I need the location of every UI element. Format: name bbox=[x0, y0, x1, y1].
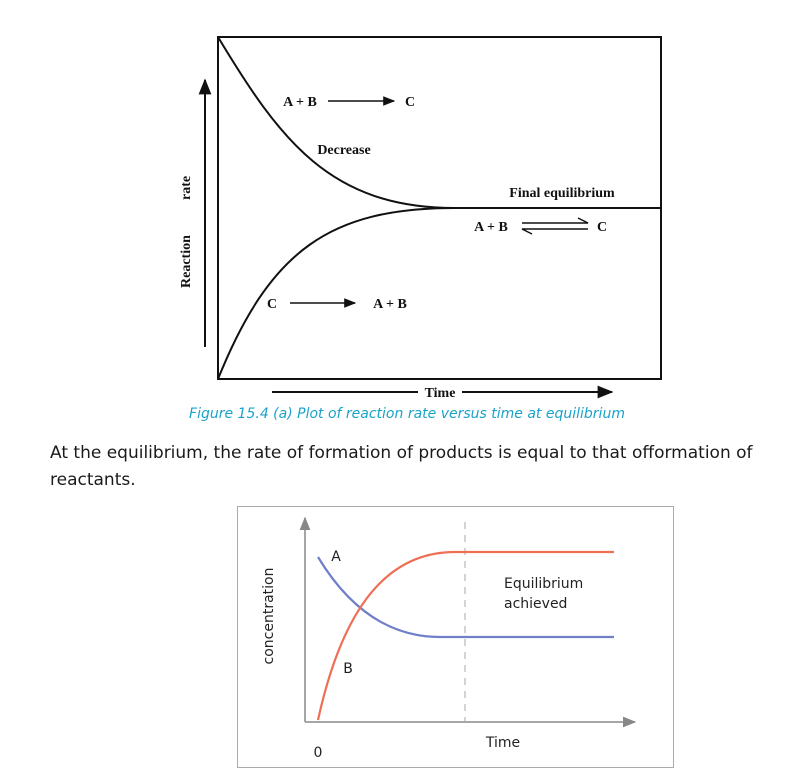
y-label: rate bbox=[179, 176, 194, 200]
forward-rate-curve bbox=[217, 36, 661, 209]
paragraph-line: At the equilibrium, the rate of formatio… bbox=[50, 443, 754, 463]
annotation: Decrease bbox=[317, 143, 370, 158]
curve-label: B bbox=[343, 661, 353, 677]
figure-2: A B Equilibrium achieved concentration T… bbox=[237, 506, 674, 768]
reaction-label: C bbox=[267, 297, 277, 312]
reverse-rate-curve bbox=[217, 207, 456, 380]
reaction-label: C bbox=[405, 95, 415, 110]
figure-caption: Figure 15.4 (a) Plot of reaction rate ve… bbox=[189, 406, 625, 422]
reaction-label: C bbox=[597, 220, 607, 235]
reaction-label: A + B bbox=[373, 297, 407, 312]
origin-label: 0 bbox=[314, 745, 323, 761]
y-label: concentration bbox=[261, 568, 277, 665]
reaction-label: A + B bbox=[283, 95, 317, 110]
reaction-label: A + B bbox=[474, 220, 508, 235]
annotation: Equilibrium bbox=[504, 576, 583, 592]
annotation: achieved bbox=[504, 596, 567, 612]
curve-label: A bbox=[331, 549, 341, 565]
equilibrium-arrow bbox=[521, 228, 588, 235]
equilibrium-arrow bbox=[522, 217, 589, 224]
paragraph-line: reactants. bbox=[50, 470, 136, 490]
x-label: Time bbox=[425, 386, 456, 401]
curve-a bbox=[317, 556, 614, 639]
x-label: Time bbox=[485, 735, 520, 751]
figure-1: Reaction rate Time A + B C Decrease Fina… bbox=[179, 36, 662, 422]
curve-b bbox=[316, 550, 614, 721]
annotation: Final equilibrium bbox=[509, 186, 615, 201]
y-label: Reaction bbox=[179, 235, 194, 288]
